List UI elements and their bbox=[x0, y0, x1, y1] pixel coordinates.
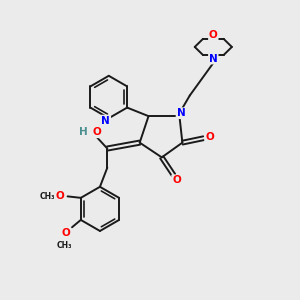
Text: N: N bbox=[176, 108, 185, 118]
Text: O: O bbox=[62, 228, 70, 238]
Text: N: N bbox=[209, 54, 218, 64]
Text: CH₃: CH₃ bbox=[39, 192, 55, 201]
Text: CH₃: CH₃ bbox=[57, 241, 72, 250]
Text: H: H bbox=[80, 127, 88, 137]
Text: O: O bbox=[172, 175, 181, 185]
Text: O: O bbox=[209, 30, 218, 40]
Text: O: O bbox=[205, 132, 214, 142]
Text: O: O bbox=[92, 127, 101, 137]
Text: O: O bbox=[56, 191, 64, 201]
Text: N: N bbox=[101, 116, 110, 126]
